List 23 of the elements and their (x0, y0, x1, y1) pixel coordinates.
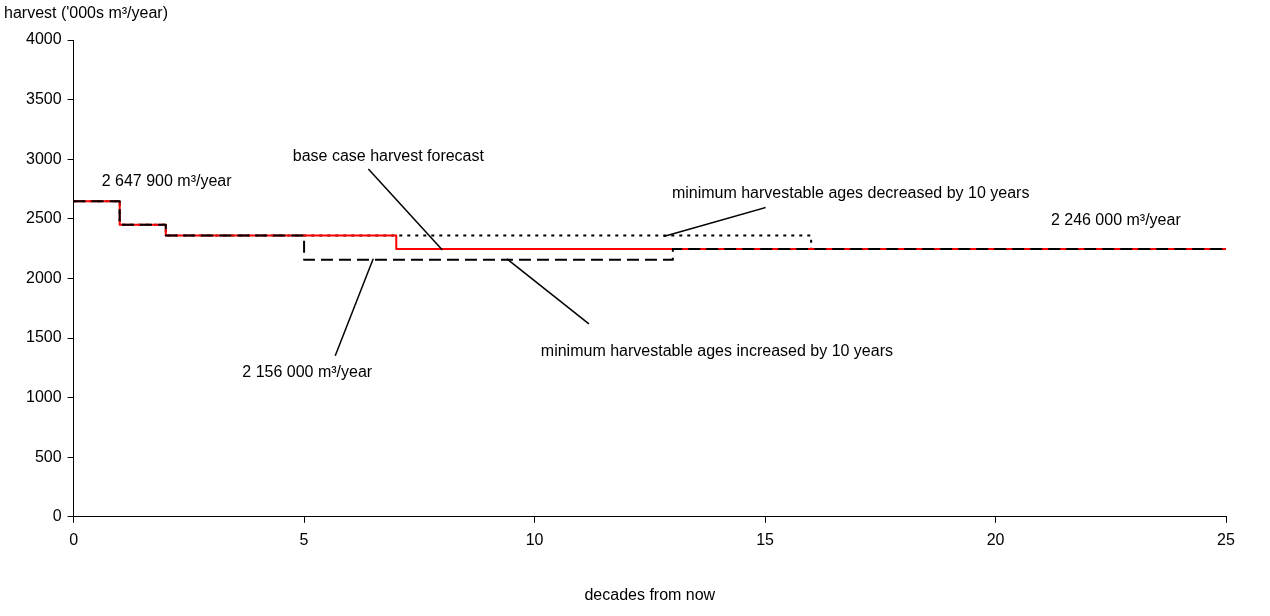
annotation: minimum harvestable ages increased by 10 years (540, 342, 893, 360)
x-tick-label: 25 (1217, 530, 1235, 548)
y-tick-label: 2000 (26, 268, 62, 286)
y-tick-label: 2500 (26, 209, 62, 227)
annotation: minimum harvestable ages decreased by 10 years (671, 183, 1030, 201)
x-axis-title: decades from now (584, 586, 716, 604)
annotation: 2 647 900 m³/year (101, 171, 233, 189)
annotation: 2 246 000 m³/year (1050, 211, 1182, 229)
x-tick-label: 20 (986, 530, 1005, 548)
y-tick-label: 3000 (26, 149, 62, 167)
y-tick-label: 4000 (26, 30, 62, 48)
annotation: base case harvest forecast (292, 147, 485, 165)
y-tick-label: 1000 (26, 388, 62, 406)
y-axis-title: harvest ('000s m³/year) (4, 4, 168, 22)
x-tick-label: 5 (299, 530, 309, 548)
annotation: 2 156 000 m³/year (242, 363, 373, 381)
y-tick-label: 500 (34, 447, 62, 465)
y-tick-label: 0 (52, 507, 62, 525)
x-tick-label: 10 (525, 530, 544, 548)
y-tick-label: 3500 (26, 90, 62, 108)
x-tick-label: 0 (69, 530, 79, 548)
y-tick-label: 1500 (26, 328, 62, 346)
x-tick-label: 15 (756, 530, 775, 548)
